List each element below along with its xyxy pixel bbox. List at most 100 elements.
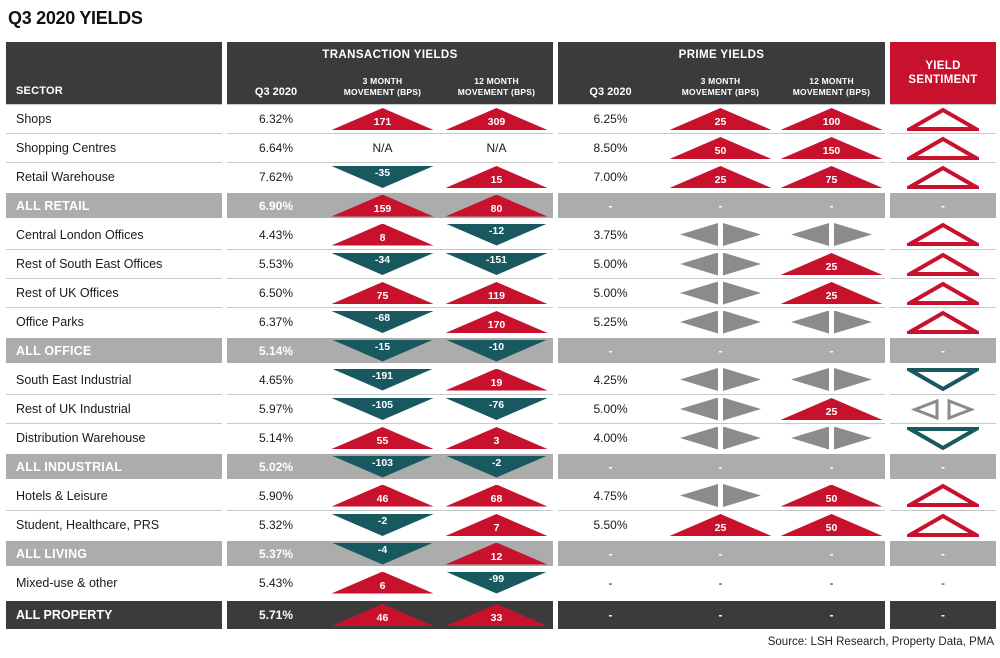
prime-12month-movement bbox=[778, 220, 885, 249]
transaction-12month-movement: 3 bbox=[440, 423, 553, 452]
transaction-12month-header: 12 MONTH MOVEMENT (BPS) bbox=[440, 68, 553, 104]
sideways-triangles-icon bbox=[680, 426, 761, 450]
column-gutter bbox=[222, 365, 227, 394]
sideways-triangles-icon bbox=[680, 484, 761, 507]
sector-cell: Student, Healthcare, PRS bbox=[6, 510, 222, 539]
yield-sentiment-cell: - bbox=[890, 597, 996, 629]
prime-3month-movement: 25 bbox=[663, 162, 778, 191]
transaction-12month-movement: 33 bbox=[440, 597, 553, 629]
up-triangle-icon: 25 bbox=[780, 282, 883, 304]
transaction-q3-value: 5.37% bbox=[227, 539, 325, 568]
sentiment-up-triangle-icon bbox=[907, 310, 979, 334]
yield-sentiment-cell bbox=[890, 133, 996, 162]
movement-value: 80 bbox=[490, 202, 503, 215]
left-triangle-icon bbox=[680, 310, 718, 334]
transaction-12month-movement: 309 bbox=[440, 104, 553, 133]
yield-sentiment-cell bbox=[890, 423, 996, 452]
column-gutter bbox=[553, 452, 558, 481]
prime-12month-movement: 150 bbox=[778, 133, 885, 162]
transaction-q3-value: 5.14% bbox=[227, 336, 325, 365]
down-triangle-icon: -35 bbox=[331, 166, 434, 188]
movement-value: -151 bbox=[485, 254, 507, 266]
movement-value: 150 bbox=[822, 145, 841, 157]
movement-value: 170 bbox=[487, 319, 506, 331]
transaction-q3-value: 6.90% bbox=[227, 191, 325, 220]
down-triangle-icon: -76 bbox=[445, 398, 548, 420]
prime-q3-value: - bbox=[558, 452, 663, 481]
up-triangle-icon: 46 bbox=[331, 484, 434, 507]
transaction-3month-movement: 8 bbox=[325, 220, 440, 249]
movement-value: - bbox=[829, 575, 834, 590]
transaction-q3-value: 5.97% bbox=[227, 394, 325, 423]
movement-value: -76 bbox=[488, 399, 505, 411]
column-gutter bbox=[222, 104, 227, 133]
movement-value: 25 bbox=[714, 522, 727, 534]
column-gutter bbox=[222, 133, 227, 162]
right-triangle-icon bbox=[834, 426, 872, 450]
prime-q3-value: 5.50% bbox=[558, 510, 663, 539]
movement-value: - bbox=[718, 608, 723, 622]
right-triangle-icon bbox=[723, 310, 761, 334]
prime-3month-movement: 25 bbox=[663, 510, 778, 539]
sector-cell: Rest of South East Offices bbox=[6, 249, 222, 278]
column-gutter bbox=[222, 394, 227, 423]
prime-3month-movement bbox=[663, 249, 778, 278]
yield-sentiment-cell: - bbox=[890, 452, 996, 481]
left-triangle-icon bbox=[680, 484, 718, 507]
prime-12month-movement bbox=[778, 365, 885, 394]
prime-12month-movement: 50 bbox=[778, 510, 885, 539]
column-gutter bbox=[222, 539, 227, 568]
movement-value: 46 bbox=[376, 612, 389, 624]
prime-q3-value: 3.75% bbox=[593, 227, 628, 242]
transaction-3month-movement: 6 bbox=[325, 568, 440, 597]
sideways-triangles-icon bbox=[791, 426, 872, 450]
movement-value: 8 bbox=[379, 231, 386, 244]
transaction-yields-group-title: TRANSACTION YIELDS bbox=[322, 49, 458, 61]
sector-cell: ALL LIVING bbox=[6, 539, 222, 568]
movement-value: 6 bbox=[379, 579, 386, 592]
sentiment-up-triangle-icon bbox=[907, 483, 979, 507]
transaction-3month-movement: -2 bbox=[325, 510, 440, 539]
movement-value: - bbox=[829, 343, 834, 358]
right-triangle-icon bbox=[723, 252, 761, 276]
prime-3month-movement: 50 bbox=[663, 133, 778, 162]
prime-12month-movement: 100 bbox=[778, 104, 885, 133]
table-row: Student, Healthcare, PRS 5.32% -2 7 5.50% 25 5… bbox=[6, 510, 996, 539]
left-triangle-icon bbox=[680, 252, 718, 276]
prime-12month-header: 12 MONTH MOVEMENT (BPS) bbox=[778, 68, 885, 104]
column-gutter bbox=[222, 510, 227, 539]
transaction-12month-movement: 68 bbox=[440, 481, 553, 510]
transaction-12month-movement: 12 bbox=[440, 539, 553, 568]
up-triangle-icon: 15 bbox=[445, 166, 548, 188]
column-gutter bbox=[885, 423, 890, 452]
up-triangle-icon: 6 bbox=[331, 571, 434, 594]
movement-value: 50 bbox=[825, 522, 838, 534]
prime-12month-movement bbox=[778, 423, 885, 452]
prime-3month-movement bbox=[663, 220, 778, 249]
sector-cell: Rest of UK Offices bbox=[6, 278, 222, 307]
sideways-triangles-icon bbox=[680, 397, 761, 421]
table-header-row: SECTOR TRANSACTION YIELDS Q3 2020 3 MONT… bbox=[6, 42, 996, 104]
down-triangle-icon: -2 bbox=[331, 514, 434, 536]
prime-12month-movement: - bbox=[778, 568, 885, 597]
table-row: ALL PROPERTY 5.71% 46 33 - - - - bbox=[6, 597, 996, 629]
column-gutter bbox=[885, 365, 890, 394]
transaction-q3-value: 5.71% bbox=[227, 597, 325, 629]
transaction-12month-movement: -10 bbox=[440, 336, 553, 365]
prime-12month-movement: 50 bbox=[778, 481, 885, 510]
movement-value: 46 bbox=[376, 492, 389, 505]
column-gutter bbox=[222, 597, 227, 629]
right-triangle-icon bbox=[834, 310, 872, 334]
transaction-q3-value: 5.90% bbox=[258, 488, 294, 503]
down-triangle-icon: -2 bbox=[445, 455, 548, 478]
prime-12month-movement: 25 bbox=[778, 394, 885, 423]
transaction-3month-movement: -15 bbox=[325, 336, 440, 365]
prime-q3-value: - bbox=[608, 575, 613, 590]
movement-value: 25 bbox=[825, 261, 838, 273]
table-row: Rest of South East Offices 5.53% -34 -151 5.… bbox=[6, 249, 996, 278]
up-triangle-icon: 150 bbox=[780, 137, 883, 159]
column-gutter bbox=[222, 278, 227, 307]
movement-value: -2 bbox=[377, 515, 388, 527]
prime-3month-movement: - bbox=[663, 597, 778, 629]
sideways-triangles-icon bbox=[680, 252, 761, 276]
